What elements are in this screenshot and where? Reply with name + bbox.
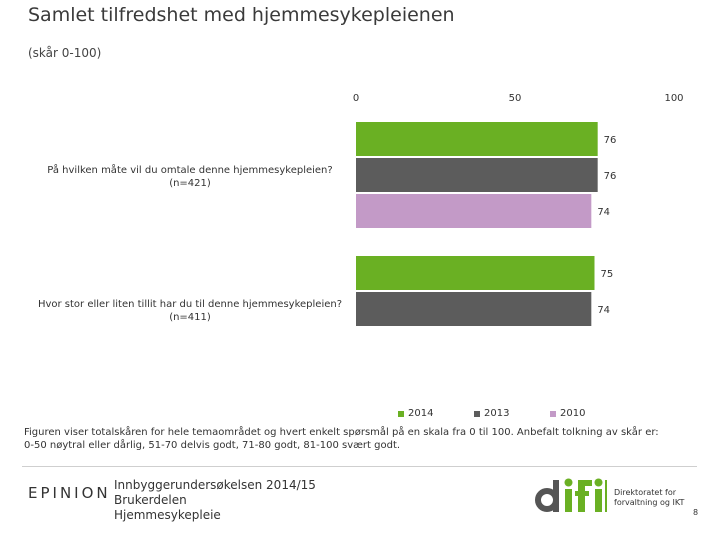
category-label-2: Hvor stor eller liten tillit har du til … xyxy=(22,298,358,324)
category-question-2: Hvor stor eller liten tillit har du til … xyxy=(37,299,343,310)
data-label-2014-q1: 76 xyxy=(604,135,617,146)
x-tick-label-50: 50 xyxy=(509,93,522,104)
page-number: 8 xyxy=(693,508,699,517)
difi-tagline-2: forvaltning og IKT xyxy=(614,498,685,507)
legend-item-2014: 2014 xyxy=(398,408,433,419)
x-tick-label-0: 0 xyxy=(353,93,359,104)
legend-item-2013: 2013 xyxy=(474,408,509,419)
footer-line-3: Hjemmesykepleie xyxy=(114,508,221,522)
chart-note: Figuren viser totalskåren for hele temao… xyxy=(24,427,659,451)
data-label-2013-q2: 74 xyxy=(597,305,610,316)
data-label-2013-q1: 76 xyxy=(604,171,617,182)
chart-subtitle: (skår 0-100) xyxy=(28,46,102,60)
footer-line-2: Brukerdelen xyxy=(114,493,187,507)
bar-chart: 0 50 100 76 76 74 75 74 xyxy=(353,93,684,326)
legend-label-2010: 2010 xyxy=(560,408,586,419)
legend-swatch-2013 xyxy=(474,410,480,417)
legend-item-2010: 2010 xyxy=(550,408,585,419)
category-n-2: (n=411) xyxy=(169,312,211,323)
legend-label-2013: 2013 xyxy=(484,408,510,419)
footer-divider xyxy=(22,466,697,467)
page-title: Samlet tilfredshet med hjemmesykepleiene… xyxy=(28,4,455,26)
legend-swatch-2014 xyxy=(398,410,404,417)
category-n-1: (n=421) xyxy=(169,178,211,189)
data-label-2010-q1: 74 xyxy=(597,207,610,218)
legend-label-2014: 2014 xyxy=(408,408,434,419)
category-label-1: På hvilken måte vil du omtale denne hjem… xyxy=(40,164,340,190)
x-tick-label-100: 100 xyxy=(664,93,683,104)
bar-2013-q1 xyxy=(356,158,598,192)
difi-tagline: Direktoratet for forvaltning og IKT xyxy=(614,488,684,508)
difi-tagline-1: Direktoratet for xyxy=(614,488,677,497)
difi-logo xyxy=(535,478,607,512)
bar-2014-q1 xyxy=(356,122,598,156)
category-question-1: På hvilken måte vil du omtale denne hjem… xyxy=(47,165,333,176)
footer-survey-info: Innbyggerundersøkelsen 2014/15 Brukerdel… xyxy=(114,478,316,523)
bar-2013-q2 xyxy=(356,292,592,326)
legend-swatch-2010 xyxy=(550,410,556,417)
bar-2010-q1 xyxy=(356,194,592,228)
data-label-2014-q2: 75 xyxy=(601,269,614,280)
bar-2014-q2 xyxy=(356,256,595,290)
epinion-logo: EPINION xyxy=(28,484,111,502)
footer-line-1: Innbyggerundersøkelsen 2014/15 xyxy=(114,478,316,492)
